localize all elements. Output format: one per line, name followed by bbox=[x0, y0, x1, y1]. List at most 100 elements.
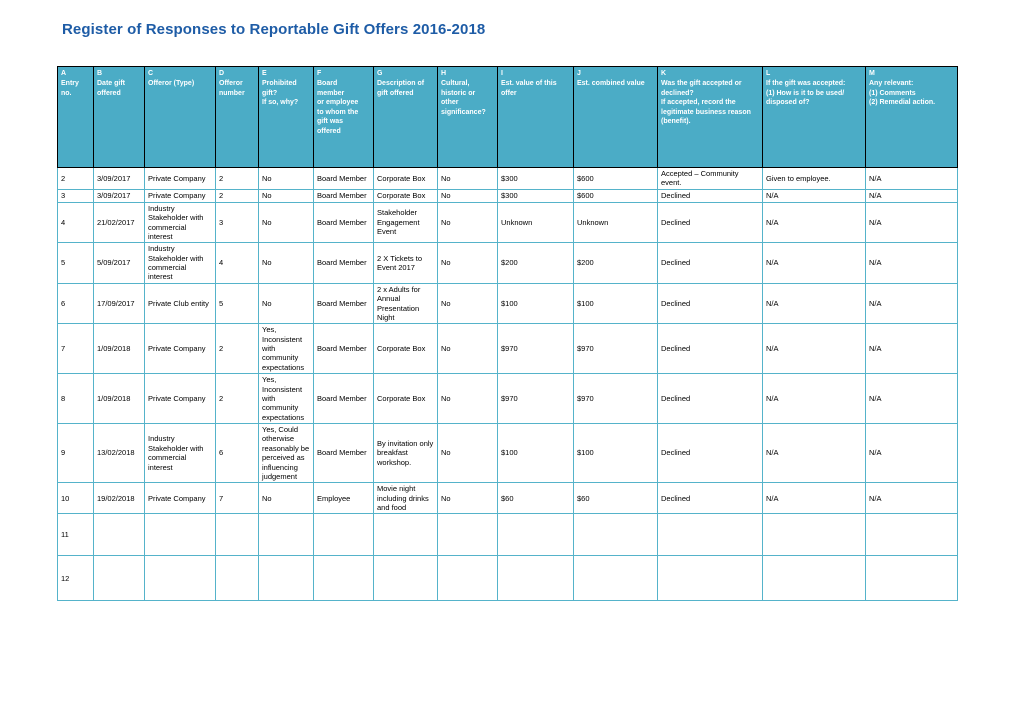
table-row: 4 21/02/2017 Industry Stakeholder with com… bbox=[57, 201, 958, 244]
column-label: Est. combined value bbox=[577, 80, 645, 88]
cell-a: 10 bbox=[57, 482, 94, 515]
cell-g: 2 x Adults for Annual Presentation Night bbox=[373, 282, 438, 325]
gift-register-table: A Entry no. B Date gift offered C Offeror (Ty… bbox=[57, 66, 958, 602]
cell-c: Private Company bbox=[144, 188, 216, 203]
cell-l: N/A bbox=[762, 323, 866, 375]
cell-m bbox=[865, 555, 958, 602]
column-label: If the gift was accepted: (1) How is it … bbox=[766, 80, 846, 107]
column-header-c: C Offeror (Type) bbox=[144, 66, 216, 168]
cell-c: Private Company bbox=[144, 167, 216, 190]
cell-f bbox=[313, 513, 374, 557]
header-row: A Entry no. B Date gift offered C Offeror (Ty… bbox=[57, 66, 958, 168]
cell-b: 13/02/2018 bbox=[93, 422, 145, 484]
cell-m: N/A bbox=[865, 373, 958, 424]
cell-l: N/A bbox=[762, 482, 866, 515]
cell-j: $100 bbox=[573, 422, 658, 484]
column-label: Offeror number bbox=[219, 80, 245, 97]
cell-d: 3 bbox=[215, 201, 259, 244]
column-letter: G bbox=[377, 70, 383, 77]
cell-b bbox=[93, 513, 145, 557]
cell-m: N/A bbox=[865, 323, 958, 375]
cell-f: Board Member bbox=[313, 373, 374, 424]
cell-i: $970 bbox=[497, 323, 574, 375]
cell-m bbox=[865, 513, 958, 557]
cell-h: No bbox=[437, 373, 498, 424]
cell-i: $300 bbox=[497, 167, 574, 190]
cell-j bbox=[573, 513, 658, 557]
cell-d: 6 bbox=[215, 422, 259, 484]
page-title: Register of Responses to Reportable Gift… bbox=[62, 21, 486, 38]
cell-m: N/A bbox=[865, 482, 958, 515]
table-row: 11 bbox=[57, 513, 958, 557]
cell-c: Private Company bbox=[144, 323, 216, 375]
cell-b: 17/09/2017 bbox=[93, 282, 145, 325]
cell-k: Declined bbox=[657, 482, 763, 515]
cell-d: 5 bbox=[215, 282, 259, 325]
cell-l: N/A bbox=[762, 282, 866, 325]
cell-c: Private Club entity bbox=[144, 282, 216, 325]
cell-h: No bbox=[437, 482, 498, 515]
cell-k: Declined bbox=[657, 323, 763, 375]
table-row: 10 19/02/2018 Private Company 7 No Employee Mo… bbox=[57, 482, 958, 515]
cell-k bbox=[657, 555, 763, 602]
cell-b: 19/02/2018 bbox=[93, 482, 145, 515]
cell-j: $600 bbox=[573, 167, 658, 190]
cell-b: 21/02/2017 bbox=[93, 201, 145, 244]
cell-i: $100 bbox=[497, 282, 574, 325]
cell-i: $60 bbox=[497, 482, 574, 515]
cell-g: Corporate Box bbox=[373, 167, 438, 190]
cell-c bbox=[144, 513, 216, 557]
cell-e: No bbox=[258, 167, 314, 190]
table-row: 5 5/09/2017 Industry Stakeholder with comm… bbox=[57, 242, 958, 284]
table-row: 9 13/02/2018 Industry Stakeholder with com… bbox=[57, 422, 958, 484]
cell-e: Yes, Inconsistent with community expecta… bbox=[258, 373, 314, 424]
cell-h bbox=[437, 513, 498, 557]
column-label: Was the gift accepted or declined? If ac… bbox=[661, 80, 751, 126]
column-letter: K bbox=[661, 70, 667, 77]
table-row: 3 3/09/2017 Private Company 2 No Board Member… bbox=[57, 188, 958, 203]
cell-m: N/A bbox=[865, 167, 958, 190]
cell-c: Private Company bbox=[144, 482, 216, 515]
cell-a: 11 bbox=[57, 513, 94, 557]
cell-g: Corporate Box bbox=[373, 188, 438, 203]
cell-b: 1/09/2018 bbox=[93, 373, 145, 424]
cell-j: $970 bbox=[573, 373, 658, 424]
column-header-m: M Any relevant: (1) Comments (2) Remedial… bbox=[865, 66, 958, 168]
cell-e: Yes, Inconsistent with community expecta… bbox=[258, 323, 314, 375]
cell-k: Declined bbox=[657, 188, 763, 203]
cell-l: Given to employee. bbox=[762, 167, 866, 190]
cell-e: No bbox=[258, 188, 314, 203]
table-body: 2 3/09/2017 Private Company 2 No Board Member… bbox=[57, 167, 958, 602]
cell-c bbox=[144, 555, 216, 602]
cell-d: 2 bbox=[215, 373, 259, 424]
cell-f: Board Member bbox=[313, 242, 374, 284]
cell-c: Industry Stakeholder with commercial int… bbox=[144, 201, 216, 244]
cell-i bbox=[497, 513, 574, 557]
table-row: 8 1/09/2018 Private Company 2 Yes, Inconsist… bbox=[57, 373, 958, 424]
column-letter: A bbox=[61, 70, 67, 77]
cell-i: Unknown bbox=[497, 201, 574, 244]
cell-f: Board Member bbox=[313, 282, 374, 325]
table-row: 12 bbox=[57, 555, 958, 602]
cell-d bbox=[215, 513, 259, 557]
cell-l: N/A bbox=[762, 242, 866, 284]
cell-a: 12 bbox=[57, 555, 94, 602]
column-header-j: J Est. combined value bbox=[573, 66, 658, 168]
cell-k: Accepted – Community event. bbox=[657, 167, 763, 190]
cell-h: No bbox=[437, 167, 498, 190]
column-letter: C bbox=[148, 70, 154, 77]
cell-f bbox=[313, 555, 374, 602]
cell-d: 2 bbox=[215, 167, 259, 190]
cell-j: $60 bbox=[573, 482, 658, 515]
cell-b: 5/09/2017 bbox=[93, 242, 145, 284]
cell-i bbox=[497, 555, 574, 602]
cell-i: $200 bbox=[497, 242, 574, 284]
cell-j: $600 bbox=[573, 188, 658, 203]
column-header-d: D Offeror number bbox=[215, 66, 259, 168]
cell-c: Private Company bbox=[144, 373, 216, 424]
cell-f: Board Member bbox=[313, 422, 374, 484]
cell-b: 3/09/2017 bbox=[93, 188, 145, 203]
cell-h: No bbox=[437, 201, 498, 244]
column-header-e: E Prohibited gift? If so, why? bbox=[258, 66, 314, 168]
cell-g bbox=[373, 555, 438, 602]
